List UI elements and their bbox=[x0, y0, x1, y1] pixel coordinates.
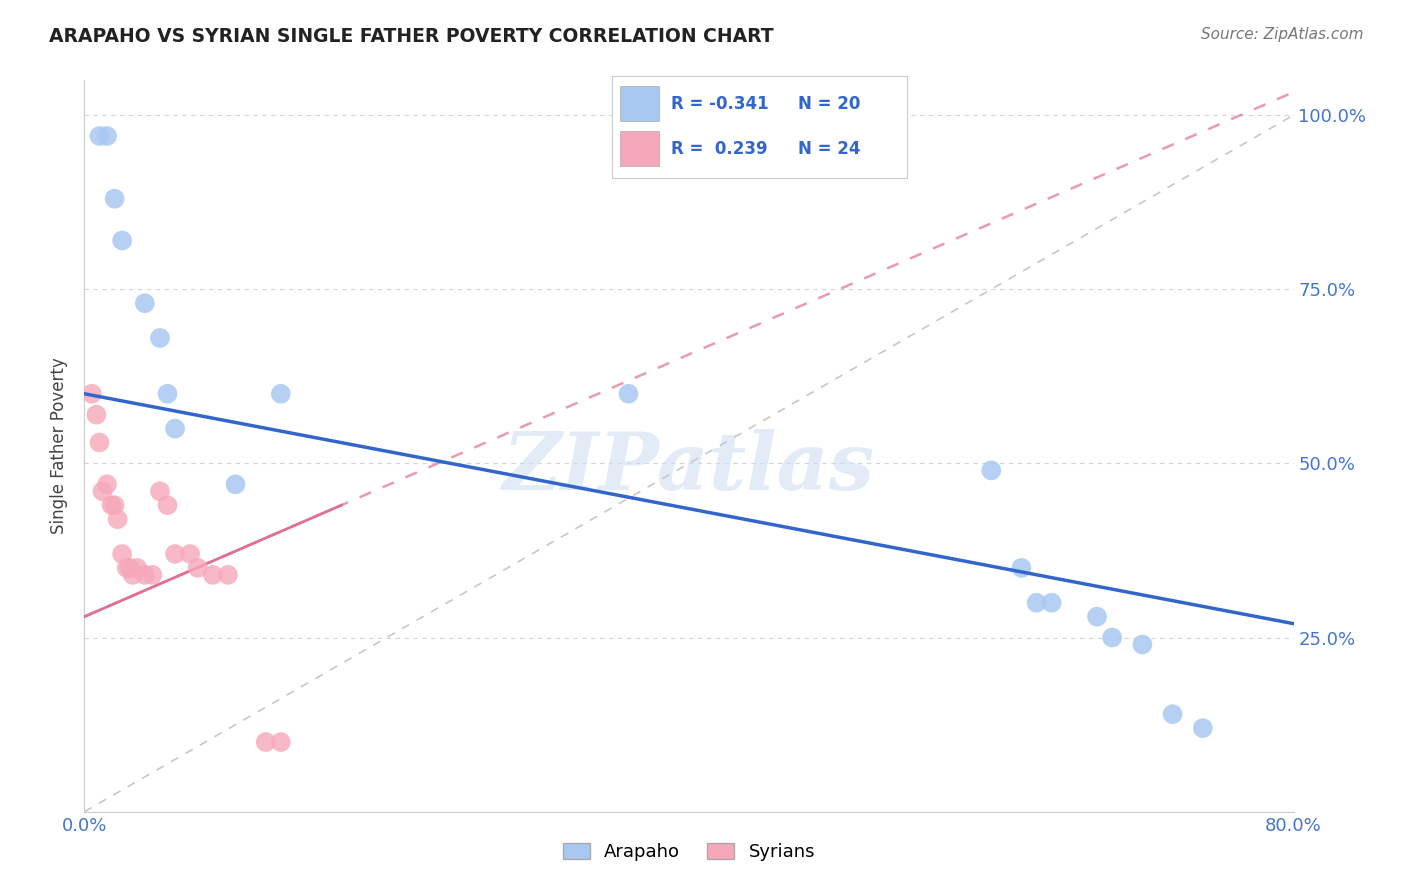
Legend: Arapaho, Syrians: Arapaho, Syrians bbox=[555, 836, 823, 869]
Point bbox=[118, 561, 141, 575]
Text: R = -0.341: R = -0.341 bbox=[671, 95, 768, 112]
Point bbox=[134, 296, 156, 310]
Point bbox=[149, 331, 172, 345]
Point bbox=[80, 386, 103, 401]
Point bbox=[127, 561, 149, 575]
Point bbox=[1085, 609, 1108, 624]
Point bbox=[107, 512, 129, 526]
Point bbox=[104, 498, 127, 512]
Point bbox=[225, 477, 247, 491]
Point bbox=[96, 128, 118, 143]
Point bbox=[156, 386, 179, 401]
Text: N = 24: N = 24 bbox=[797, 140, 860, 158]
Point bbox=[149, 484, 172, 499]
Point bbox=[254, 735, 277, 749]
FancyBboxPatch shape bbox=[620, 131, 659, 166]
Point bbox=[179, 547, 201, 561]
Point bbox=[89, 435, 111, 450]
Point bbox=[96, 477, 118, 491]
Text: N = 20: N = 20 bbox=[797, 95, 860, 112]
Point bbox=[165, 547, 187, 561]
Point bbox=[217, 567, 239, 582]
Point bbox=[104, 192, 127, 206]
Point bbox=[1101, 631, 1123, 645]
Point bbox=[187, 561, 209, 575]
Text: ZIPatlas: ZIPatlas bbox=[503, 429, 875, 507]
Point bbox=[1161, 707, 1184, 722]
Point bbox=[1130, 638, 1153, 652]
Point bbox=[270, 386, 292, 401]
Text: ARAPAHO VS SYRIAN SINGLE FATHER POVERTY CORRELATION CHART: ARAPAHO VS SYRIAN SINGLE FATHER POVERTY … bbox=[49, 27, 773, 45]
Point bbox=[1040, 596, 1063, 610]
Point bbox=[1025, 596, 1047, 610]
Point bbox=[980, 463, 1002, 477]
Point bbox=[156, 498, 179, 512]
Point bbox=[111, 547, 134, 561]
Point bbox=[617, 386, 640, 401]
Point bbox=[121, 567, 143, 582]
Point bbox=[86, 408, 108, 422]
Point bbox=[115, 561, 138, 575]
Text: Source: ZipAtlas.com: Source: ZipAtlas.com bbox=[1201, 27, 1364, 42]
Point bbox=[1192, 721, 1215, 735]
Point bbox=[91, 484, 114, 499]
Text: R =  0.239: R = 0.239 bbox=[671, 140, 768, 158]
Point bbox=[270, 735, 292, 749]
Point bbox=[141, 567, 163, 582]
Point bbox=[89, 128, 111, 143]
Point bbox=[1011, 561, 1033, 575]
Point bbox=[100, 498, 122, 512]
Y-axis label: Single Father Poverty: Single Father Poverty bbox=[51, 358, 69, 534]
Point bbox=[111, 234, 134, 248]
Point bbox=[201, 567, 224, 582]
Point bbox=[165, 421, 187, 435]
Point bbox=[134, 567, 156, 582]
FancyBboxPatch shape bbox=[620, 87, 659, 121]
